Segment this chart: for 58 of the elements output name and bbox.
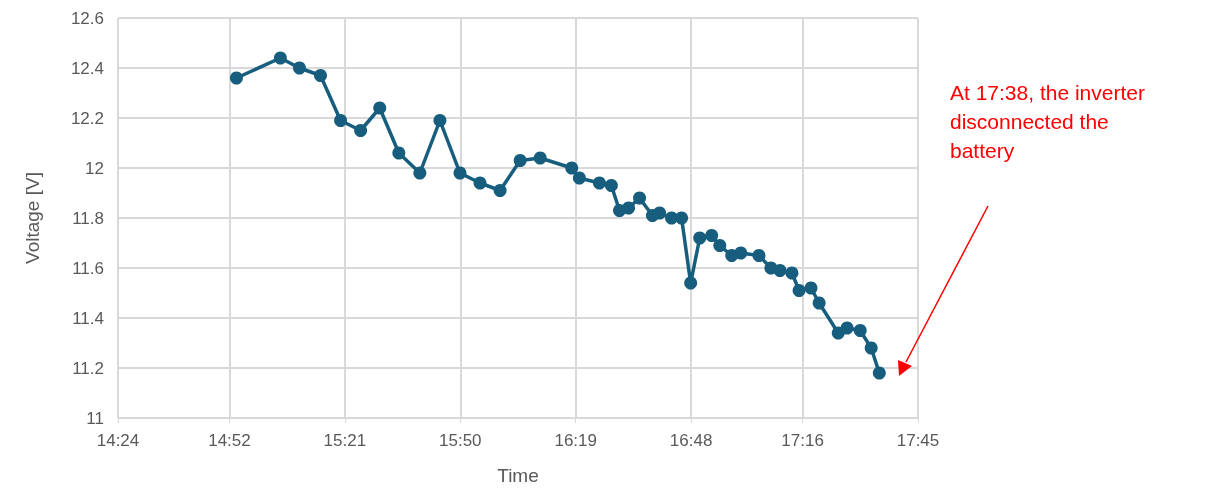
point [684, 276, 698, 290]
y-tick-label: 11.6 [72, 258, 104, 278]
point [734, 246, 748, 260]
point [453, 166, 467, 180]
x-tick-label: 17:45 [896, 431, 940, 450]
x-axis-title: Time [497, 465, 539, 486]
point [804, 281, 818, 295]
point [533, 151, 547, 165]
y-tick-label: 12.4 [70, 58, 104, 78]
y-tick-label: 12 [85, 158, 104, 178]
point [273, 51, 287, 65]
y-tick-label: 11.2 [72, 358, 104, 378]
point [513, 154, 527, 167]
point [693, 231, 707, 245]
point [633, 191, 647, 205]
point [373, 101, 387, 115]
point [864, 341, 878, 355]
x-tick-label: 16:48 [669, 431, 713, 450]
point [565, 161, 579, 175]
point [653, 206, 667, 220]
point [853, 324, 867, 337]
point [705, 229, 719, 242]
point [229, 71, 243, 85]
point [622, 201, 636, 215]
x-tick-label: 14:52 [208, 431, 251, 450]
point [840, 321, 854, 335]
y-tick-label: 11.8 [72, 208, 104, 228]
y-tick-label: 12.6 [70, 8, 104, 28]
point [392, 146, 406, 160]
point [473, 176, 487, 190]
y-tick-label: 11.4 [72, 308, 104, 328]
point [872, 366, 886, 380]
point [604, 179, 618, 192]
point [293, 61, 306, 75]
point [785, 266, 799, 280]
y-tick-label: 11 [86, 408, 104, 428]
point [572, 171, 586, 185]
x-tick-label: 16:19 [554, 431, 597, 450]
point [752, 249, 766, 262]
point [413, 166, 427, 180]
point [792, 284, 806, 297]
y-tick-label: 12.2 [70, 108, 104, 128]
point [314, 69, 328, 82]
point [433, 114, 447, 127]
point [675, 211, 689, 225]
point [493, 184, 507, 197]
point [592, 176, 606, 190]
y-axis-title: Voltage [V] [22, 172, 43, 264]
point [354, 124, 368, 137]
point [334, 114, 348, 127]
x-tick-label: 14:24 [96, 431, 140, 450]
point [773, 264, 787, 277]
x-tick-label: 15:50 [439, 431, 482, 450]
x-tick-label: 15:21 [323, 431, 367, 450]
point [812, 296, 826, 310]
text: At 17:38, the inverter disconnected the battery [950, 80, 1146, 164]
point [713, 239, 727, 252]
x-tick-label: 17:16 [781, 431, 824, 450]
